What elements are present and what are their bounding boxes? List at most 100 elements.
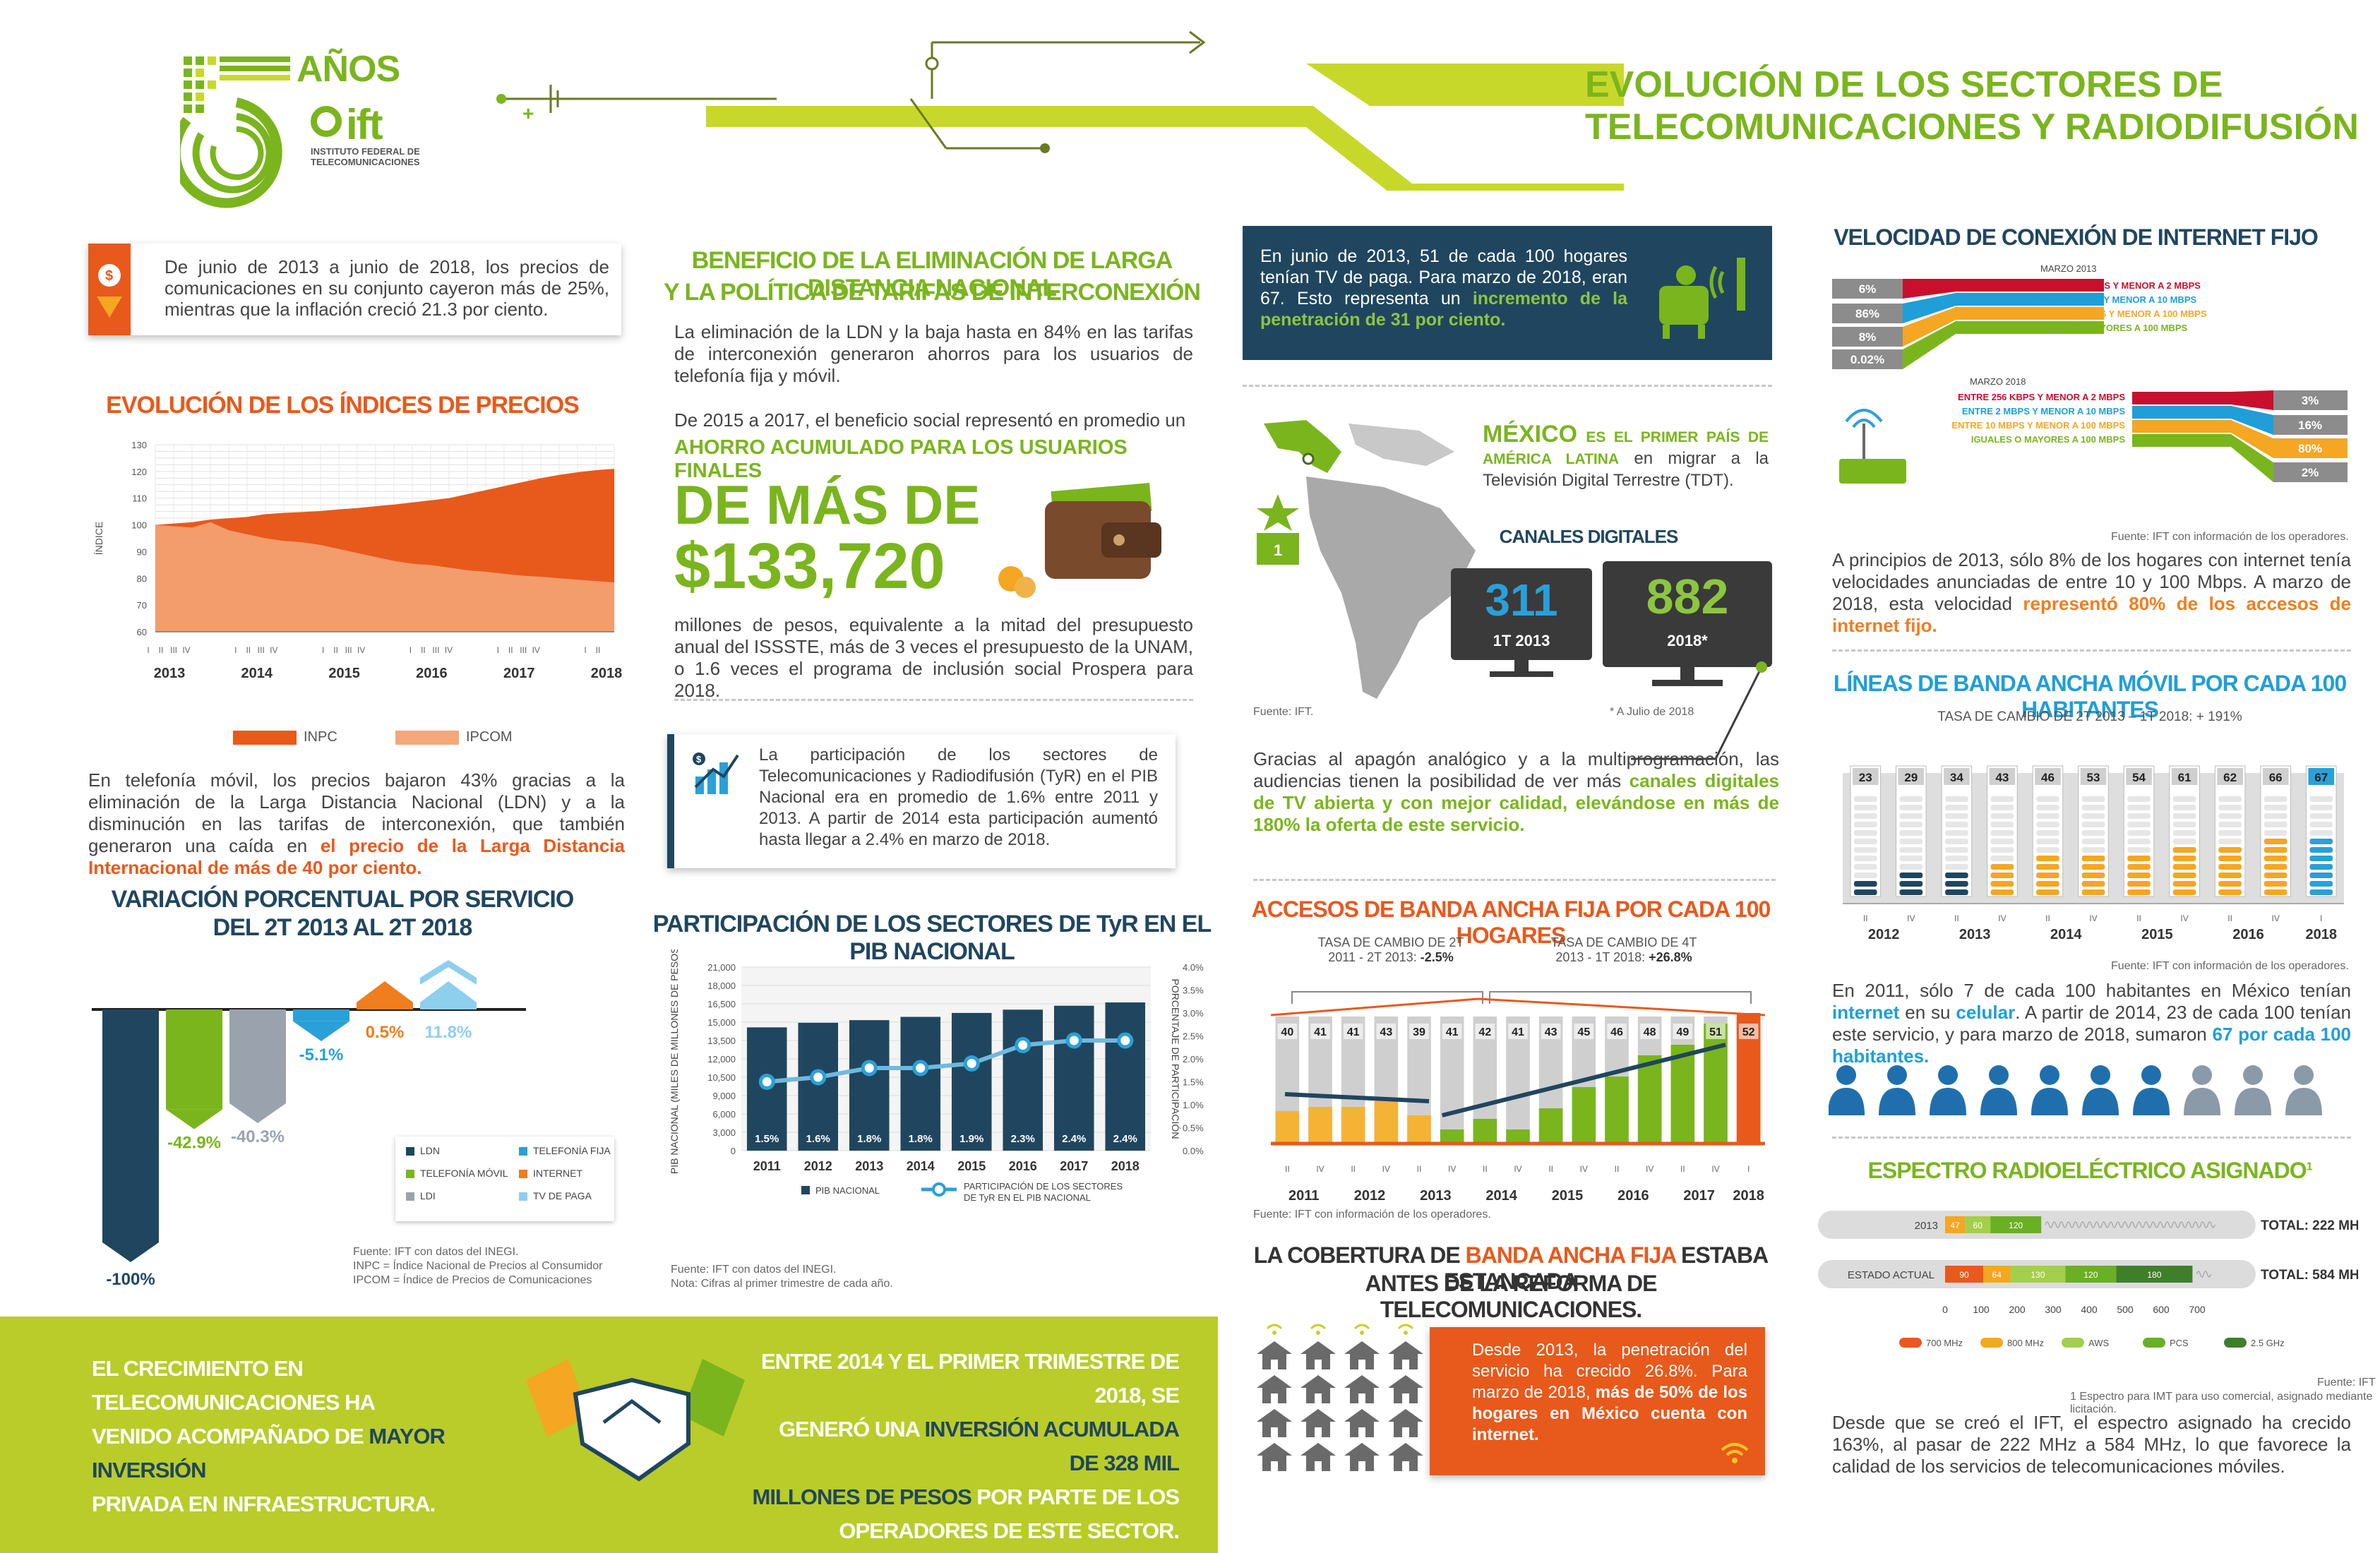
bar-segment [2264, 830, 2288, 836]
bar-segment [2264, 805, 2288, 810]
participation-point [861, 1060, 878, 1077]
year-label: 2014 [241, 666, 273, 681]
label-bg [1508, 1024, 1528, 1039]
y2-tick-label: 3.5% [1183, 985, 1204, 996]
spectrum-seg-label: 64 [1992, 1270, 2002, 1280]
prices-chart-title: EVOLUCIÓN DE LOS ÍNDICES DE PRECIOS [106, 392, 580, 419]
bar-arrow-3 [293, 1021, 349, 1041]
tv-2013: 311 1T 2013 [1451, 568, 1592, 681]
year-label: 2016 [2232, 927, 2264, 942]
quarter-label: I [322, 645, 324, 655]
label-bg [1607, 1024, 1627, 1039]
bar-segment [2309, 864, 2333, 870]
person-head [2091, 1065, 2110, 1085]
spectrum-seg-label: 120 [2009, 1221, 2023, 1230]
bar-segment [2264, 813, 2288, 819]
label-bg [1376, 1024, 1397, 1039]
x-tick-label: 500 [2117, 1304, 2134, 1315]
bar-segment [1899, 805, 1923, 810]
legend-inpc-label: INPC [304, 729, 337, 745]
price-down-icon: $ [88, 244, 131, 335]
value-label: -5.1% [299, 1045, 344, 1065]
house-door [1402, 1393, 1409, 1403]
spectrum-seg [1945, 1266, 1983, 1283]
bar-segment [1990, 889, 2014, 895]
year-label: 2013 [1959, 927, 1991, 942]
bar-segment [2172, 864, 2196, 870]
footer-right-2a: GENERÓ UNA [778, 1417, 925, 1441]
movil-text-3: . A partir de 2014, 23 de cada 100 tenía… [1832, 1002, 2351, 1045]
house-roof [1344, 1443, 1380, 1456]
bar-segment [2081, 796, 2105, 802]
variation-chart: -100% -42.9% -40.3% -5.1% 0.5% 11.8% [88, 953, 625, 1289]
wave [2059, 1221, 2067, 1228]
tasa-1-line: 2011 - 2T 2013: -2.5% [1285, 950, 1497, 965]
house-door [1271, 1461, 1278, 1471]
bafija-chart-svg: 40 II 41 IV 41 II 43 IV 39 II 41 IV 42 II 41 IV 43 II 45 IV… [1270, 991, 1766, 1204]
house-door [1315, 1427, 1322, 1437]
canal-2-label: 2018* [1667, 632, 1708, 649]
v13-ribbon [1903, 279, 1956, 299]
v13-box [1832, 279, 1903, 299]
bar-fill-2012-II [1341, 1107, 1365, 1144]
bar-segment [1990, 796, 2014, 802]
value-label: 41 [1347, 1026, 1360, 1038]
value-bg [2171, 768, 2198, 785]
y-tick-label: 130 [131, 440, 147, 450]
value-bg [2308, 768, 2335, 785]
bar-segment [2172, 822, 2196, 827]
variation-title-1: VARIACIÓN PORCENTUAL POR SERVICIO [111, 886, 575, 913]
value-label: 41 [1446, 1026, 1459, 1038]
value-label: 40 [1281, 1026, 1293, 1038]
quarter-label: IV [445, 645, 453, 655]
year-label: 2015 [328, 666, 360, 681]
bar-segment [2218, 813, 2242, 819]
ift-logo-icon [311, 106, 342, 137]
pct-label: 1.8% [909, 1133, 933, 1145]
quarter-label: II [159, 645, 164, 655]
trend-1 [1284, 1092, 1430, 1103]
footer-left-2b: MAYOR INVERSIÓN [92, 1424, 445, 1482]
house-roof [1257, 1443, 1292, 1456]
logo-inst-2: TELECOMUNICACIONES [311, 157, 420, 167]
pib-chart-svg: 21,000 18,000 16,500 15,000 13,500 12,000 10,5… [669, 944, 1204, 1203]
footer-right-3b: POR PARTE DE LOS [971, 1485, 1180, 1509]
v13-category: ENTRE 10 MBPS Y MENOR A 100 MBPS [2033, 308, 2207, 319]
bar-segment [2218, 839, 2242, 844]
wave [2101, 1221, 2110, 1228]
value-label: 43 [1995, 771, 2009, 784]
quarter-label: IV [270, 645, 277, 655]
bar-segment [2309, 889, 2333, 895]
v13-category: IGUALES O MAYORES A 100 MBPS [2033, 323, 2187, 333]
quarter-label: IV [182, 645, 190, 655]
value-label: 62 [2223, 771, 2237, 784]
bar-segment [2036, 873, 2059, 878]
year-label: 2013 [1420, 1188, 1451, 1204]
wave [2196, 1271, 2205, 1278]
svg-text:$: $ [696, 754, 702, 764]
value-label: 48 [1644, 1026, 1656, 1038]
y2-tick-label: 0.0% [1183, 1146, 1204, 1156]
house-door [1271, 1360, 1278, 1369]
year-label: 2015 [1552, 1188, 1584, 1204]
v18-box [2273, 390, 2348, 410]
spectrum-seg-label: 180 [2147, 1270, 2161, 1280]
bar-segment [2127, 856, 2151, 861]
ahorro-text: AHORRO ACUMULADO PARA LOS USUARIOS FINAL… [674, 436, 1128, 482]
quarter-label: II [1954, 913, 1959, 923]
pib-bar-2017 [1053, 1005, 1094, 1151]
bar-segment [2309, 839, 2333, 844]
quarter-label: IV [1382, 1164, 1390, 1174]
variation-chart-svg: -100% -42.9% -40.3% -5.1% 0.5% 11.8% [92, 960, 526, 1289]
v18-ribbon [2231, 434, 2273, 482]
value-label: 49 [1676, 1026, 1689, 1038]
v13-band [1956, 293, 2104, 306]
bar-segment [1853, 873, 1877, 878]
v18-category: ENTRE 10 MBPS Y MENOR A 100 MBPS [1951, 420, 2125, 431]
x-tick-label: 2018 [1111, 1159, 1140, 1173]
quarter-label: III [345, 645, 352, 655]
year-label: 2018 [2305, 927, 2337, 942]
x-tick-label: 0 [1942, 1304, 1948, 1315]
router-wifi [1852, 419, 1876, 428]
vel-text-hl: representó 80% de los accesos de interne… [1832, 593, 2351, 636]
